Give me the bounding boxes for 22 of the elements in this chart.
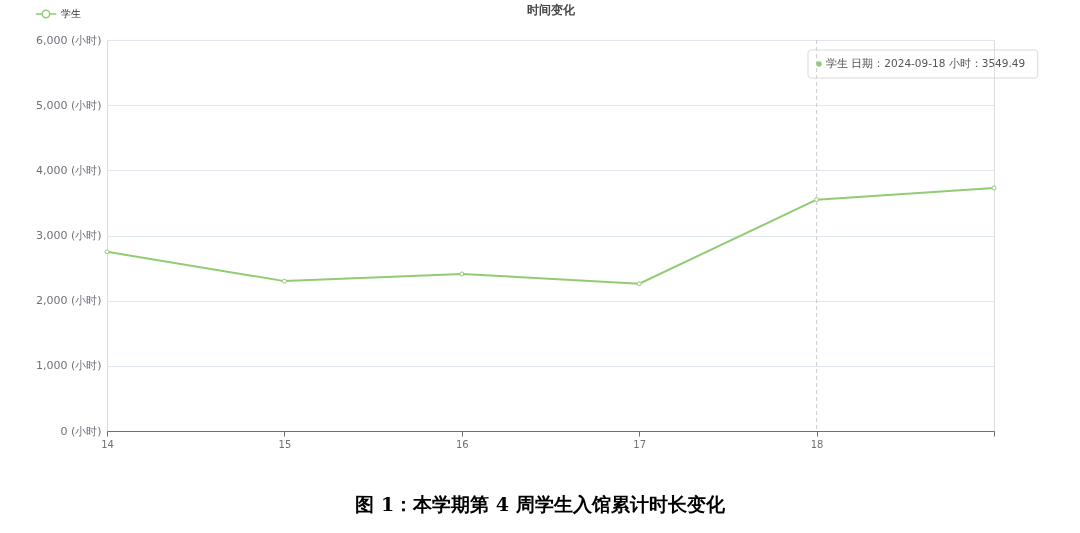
point: [459, 271, 465, 277]
x-tick-label: 16: [455, 438, 469, 450]
y-tick-label: 0 (小时): [60, 424, 102, 438]
y-tick-label: 2,000 (小时): [35, 294, 102, 308]
point: [814, 197, 820, 203]
y-tick-label: 3,000 (小时): [35, 229, 102, 242]
caption: 图 1：本学期第 4 周学生入馆累计时长变化: [355, 493, 726, 515]
x-tick-label: 18: [810, 438, 824, 450]
annotation: 学生 日期：2024-09-18 小时：3549.49: [826, 57, 1026, 69]
x-tick-label: 14: [101, 438, 114, 450]
point: [281, 278, 287, 284]
y-tick-label: 5,000 (小时): [35, 98, 102, 112]
point: [104, 249, 110, 255]
y-tick-label: 4,000 (小时): [35, 163, 102, 177]
x-tick-label: 17: [633, 438, 647, 450]
point: [636, 281, 642, 287]
chart-title: 时间变化: [526, 3, 576, 17]
legend-label: 学生: [61, 8, 81, 19]
point: [991, 185, 997, 191]
y-tick-label: 6,000 (小时): [35, 33, 102, 47]
y-tick-label: 1,000 (小时): [35, 359, 102, 373]
x-tick-label: 15: [278, 438, 292, 450]
